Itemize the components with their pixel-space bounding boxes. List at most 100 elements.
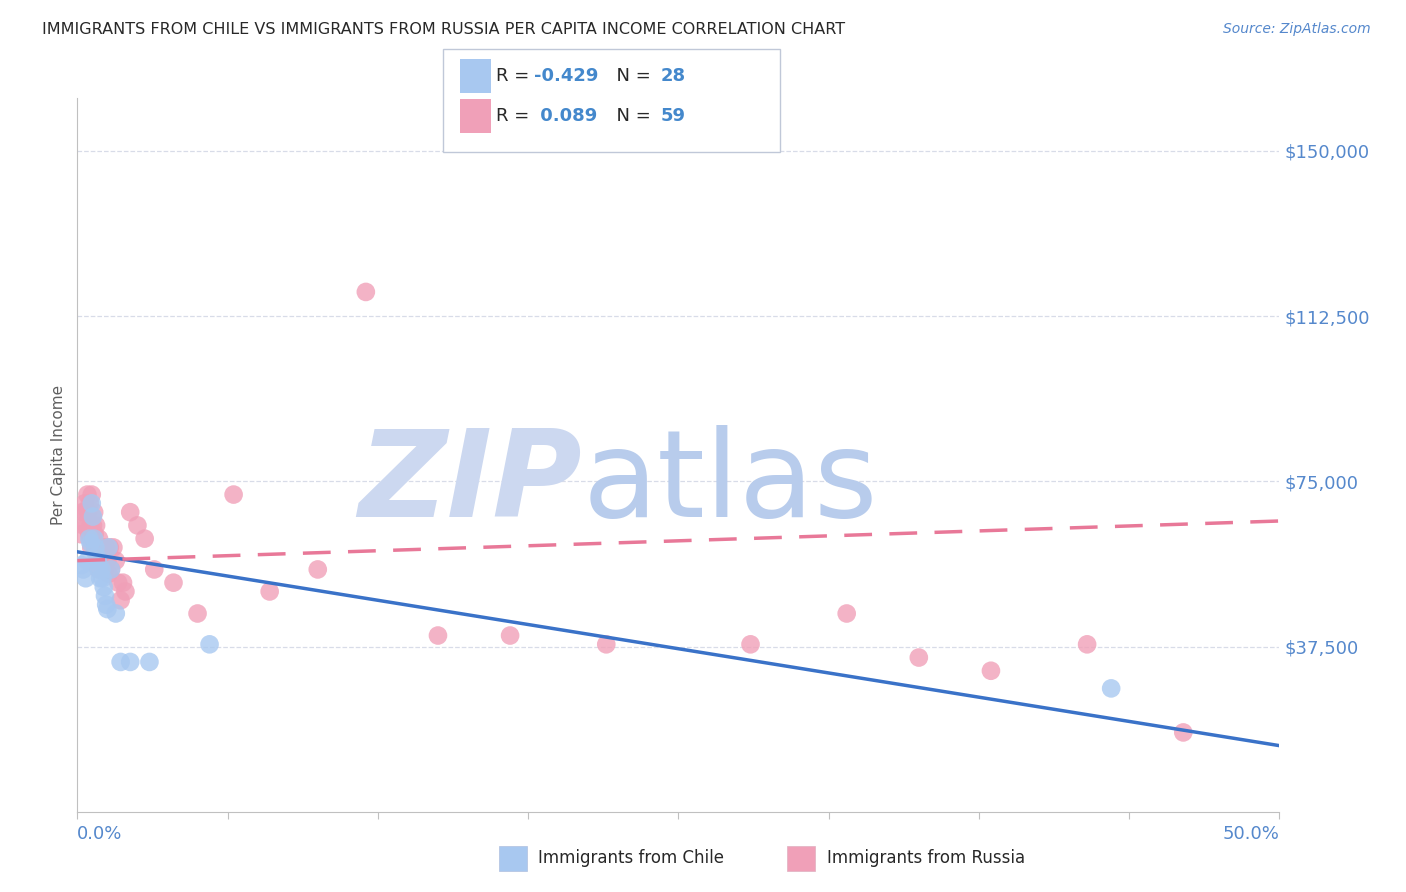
Point bbox=[91, 571, 114, 585]
Text: R =: R = bbox=[496, 107, 536, 125]
Point bbox=[84, 541, 107, 555]
Point bbox=[75, 505, 97, 519]
Point bbox=[94, 589, 117, 603]
Text: N =: N = bbox=[605, 67, 657, 85]
Point bbox=[259, 584, 281, 599]
Text: 0.0%: 0.0% bbox=[77, 825, 122, 843]
Point bbox=[354, 285, 377, 299]
Point bbox=[75, 518, 97, 533]
Point bbox=[134, 532, 156, 546]
Point bbox=[79, 527, 101, 541]
Point bbox=[84, 541, 107, 555]
Point bbox=[1076, 637, 1098, 651]
Point bbox=[835, 607, 858, 621]
Point bbox=[89, 571, 111, 585]
Point bbox=[740, 637, 762, 651]
Point bbox=[222, 487, 245, 501]
Point bbox=[79, 496, 101, 510]
Text: R =: R = bbox=[496, 67, 536, 85]
Point bbox=[107, 575, 129, 590]
Point bbox=[120, 655, 142, 669]
Point bbox=[96, 541, 118, 555]
Point bbox=[97, 566, 120, 581]
Point bbox=[76, 487, 98, 501]
Point bbox=[427, 628, 450, 642]
Point bbox=[80, 541, 103, 555]
Point bbox=[595, 637, 617, 651]
Text: atlas: atlas bbox=[582, 425, 877, 542]
Text: IMMIGRANTS FROM CHILE VS IMMIGRANTS FROM RUSSIA PER CAPITA INCOME CORRELATION CH: IMMIGRANTS FROM CHILE VS IMMIGRANTS FROM… bbox=[42, 22, 845, 37]
Text: 0.089: 0.089 bbox=[534, 107, 598, 125]
Point bbox=[87, 562, 110, 576]
Point bbox=[100, 562, 122, 576]
Point bbox=[307, 562, 329, 576]
Point bbox=[91, 541, 114, 555]
Point bbox=[114, 584, 136, 599]
Point bbox=[98, 541, 121, 555]
Point bbox=[110, 655, 132, 669]
Point bbox=[104, 554, 127, 568]
Point bbox=[83, 532, 105, 546]
Y-axis label: Per Capita Income: Per Capita Income bbox=[51, 384, 66, 525]
Point bbox=[72, 562, 94, 576]
Point bbox=[79, 518, 101, 533]
Point bbox=[96, 602, 118, 616]
Point bbox=[499, 628, 522, 642]
Point bbox=[127, 518, 149, 533]
Point bbox=[87, 532, 110, 546]
Point bbox=[86, 549, 108, 564]
Point bbox=[83, 532, 105, 546]
Point bbox=[84, 518, 107, 533]
Point bbox=[104, 607, 127, 621]
Point bbox=[83, 527, 105, 541]
Point bbox=[87, 554, 110, 568]
Text: Immigrants from Russia: Immigrants from Russia bbox=[827, 849, 1025, 867]
Point bbox=[82, 518, 104, 533]
Text: 28: 28 bbox=[661, 67, 686, 85]
Point bbox=[70, 558, 93, 572]
Point bbox=[90, 562, 112, 576]
Point bbox=[79, 532, 101, 546]
Point bbox=[77, 505, 100, 519]
Text: 50.0%: 50.0% bbox=[1223, 825, 1279, 843]
Point bbox=[80, 496, 103, 510]
Point bbox=[70, 505, 93, 519]
Text: 59: 59 bbox=[661, 107, 686, 125]
Point bbox=[73, 496, 96, 510]
Point bbox=[1173, 725, 1195, 739]
Point bbox=[90, 554, 112, 568]
Point bbox=[82, 509, 104, 524]
Point bbox=[110, 593, 132, 607]
Point bbox=[120, 505, 142, 519]
Point bbox=[70, 527, 93, 541]
Point bbox=[82, 509, 104, 524]
Point bbox=[87, 554, 110, 568]
Point bbox=[96, 598, 118, 612]
Point bbox=[94, 562, 117, 576]
Point bbox=[93, 554, 115, 568]
Point bbox=[162, 575, 184, 590]
Text: -0.429: -0.429 bbox=[534, 67, 599, 85]
Point bbox=[908, 650, 931, 665]
Point bbox=[89, 549, 111, 564]
Point bbox=[72, 518, 94, 533]
Point bbox=[186, 607, 209, 621]
Point bbox=[198, 637, 221, 651]
Point bbox=[75, 571, 97, 585]
Point bbox=[80, 487, 103, 501]
Point bbox=[980, 664, 1002, 678]
Point bbox=[111, 575, 134, 590]
Point bbox=[96, 554, 118, 568]
Point bbox=[76, 554, 98, 568]
Point bbox=[100, 562, 122, 576]
Point bbox=[86, 541, 108, 555]
Point bbox=[103, 541, 125, 555]
Point bbox=[93, 580, 115, 594]
Text: Source: ZipAtlas.com: Source: ZipAtlas.com bbox=[1223, 22, 1371, 37]
Point bbox=[83, 505, 105, 519]
Point bbox=[1099, 681, 1122, 696]
Text: ZIP: ZIP bbox=[359, 425, 582, 542]
Text: Immigrants from Chile: Immigrants from Chile bbox=[538, 849, 724, 867]
Point bbox=[138, 655, 160, 669]
Point bbox=[87, 562, 110, 576]
